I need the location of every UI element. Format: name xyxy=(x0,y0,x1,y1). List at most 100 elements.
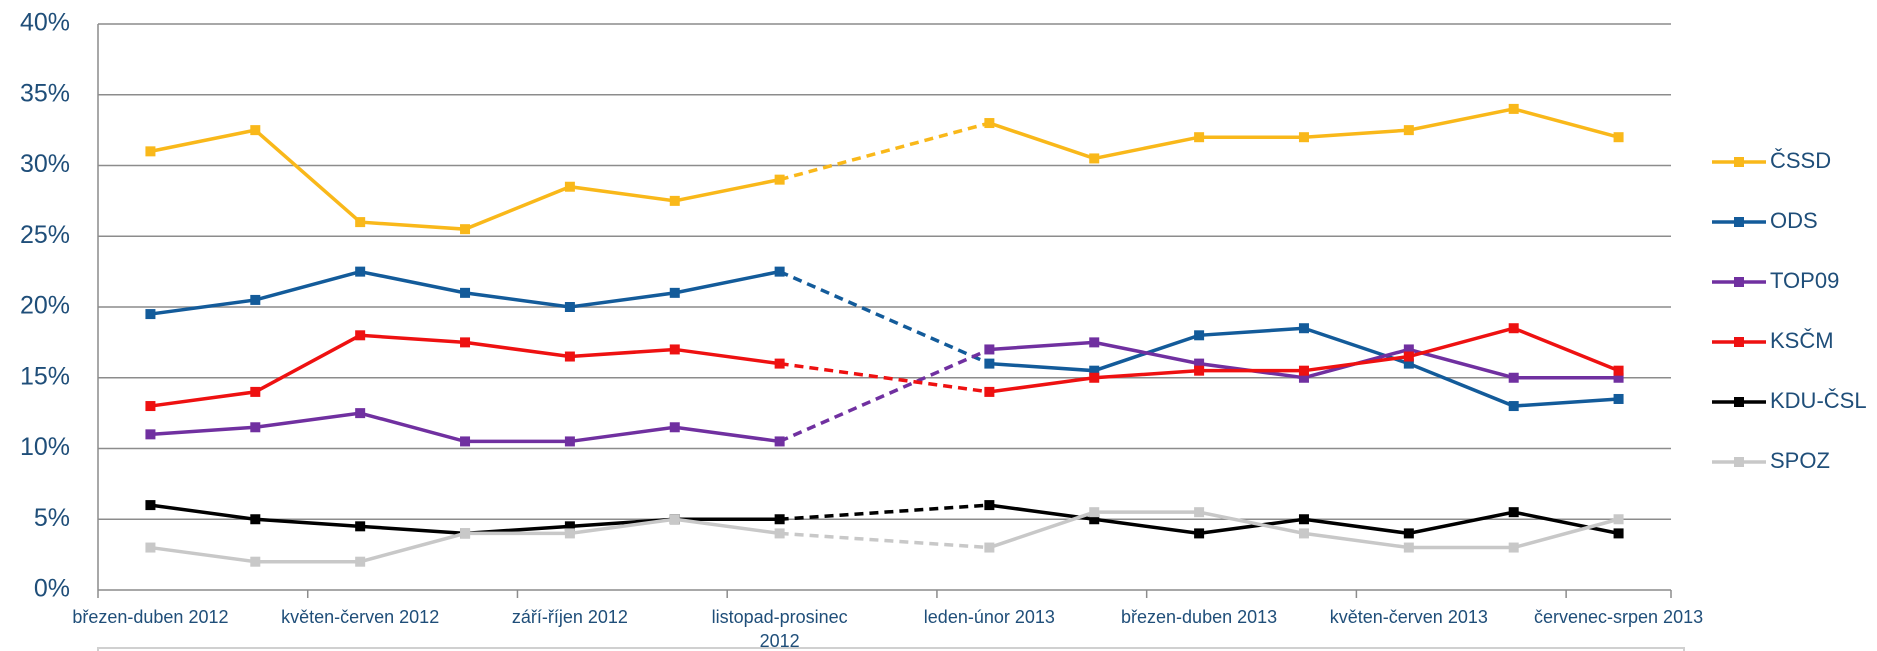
marker xyxy=(1194,330,1205,341)
marker xyxy=(984,358,995,369)
legend-marker xyxy=(1734,277,1744,287)
legend-label: KSČM xyxy=(1770,328,1834,353)
marker xyxy=(1089,153,1100,164)
x-tick-label: leden-únor 2013 xyxy=(924,607,1055,627)
marker xyxy=(355,330,366,341)
marker xyxy=(355,266,366,277)
marker xyxy=(1298,528,1309,539)
marker xyxy=(774,528,785,539)
legend-marker xyxy=(1734,457,1744,467)
gap-bridge xyxy=(779,503,990,521)
marker xyxy=(984,386,995,397)
marker xyxy=(984,542,995,553)
marker xyxy=(1298,372,1309,383)
marker xyxy=(1403,344,1414,355)
legend-label: TOP09 xyxy=(1770,268,1839,293)
marker xyxy=(564,528,575,539)
marker xyxy=(1508,507,1519,518)
gap-bridge xyxy=(778,270,991,366)
marker xyxy=(1508,542,1519,553)
marker xyxy=(1613,393,1624,404)
marker xyxy=(460,337,471,348)
y-tick-label: 0% xyxy=(34,575,70,603)
y-tick-label: 35% xyxy=(20,79,70,107)
legend-label: SPOZ xyxy=(1770,448,1830,473)
x-tick-label: červenec-srpen 2013 xyxy=(1534,607,1703,627)
marker xyxy=(1194,528,1205,539)
marker xyxy=(250,125,261,136)
marker xyxy=(1089,365,1100,376)
marker xyxy=(145,309,156,320)
marker xyxy=(1613,514,1624,525)
marker xyxy=(1508,323,1519,334)
marker xyxy=(1194,365,1205,376)
marker xyxy=(1613,528,1624,539)
marker xyxy=(984,344,995,355)
marker xyxy=(1403,351,1414,362)
marker xyxy=(1298,132,1309,143)
marker xyxy=(774,436,785,447)
series-line xyxy=(150,326,1620,408)
marker xyxy=(460,224,471,235)
marker xyxy=(355,408,366,419)
gap-bridge xyxy=(779,361,990,394)
y-tick-label: 25% xyxy=(20,221,70,249)
marker xyxy=(355,217,366,228)
marker xyxy=(774,514,785,525)
marker xyxy=(250,514,261,525)
marker xyxy=(564,351,575,362)
marker xyxy=(250,422,261,433)
x-tick-label: květen-červen 2013 xyxy=(1330,607,1488,627)
y-tick-label: 5% xyxy=(34,504,70,532)
x-tick-label: březen-duben 2013 xyxy=(1121,607,1277,627)
y-tick-label: 30% xyxy=(20,150,70,178)
series-line xyxy=(150,107,1620,231)
marker xyxy=(460,436,471,447)
marker xyxy=(1298,514,1309,525)
y-tick-label: 15% xyxy=(20,362,70,390)
marker xyxy=(1403,528,1414,539)
marker xyxy=(1298,323,1309,334)
legend-marker xyxy=(1734,157,1744,167)
marker xyxy=(1508,372,1519,383)
marker xyxy=(460,287,471,298)
marker xyxy=(1194,507,1205,518)
marker xyxy=(1194,358,1205,369)
marker xyxy=(250,556,261,567)
gap-bridge xyxy=(779,121,990,182)
y-tick-label: 10% xyxy=(20,433,70,461)
marker xyxy=(1613,372,1624,383)
marker xyxy=(774,174,785,185)
marker xyxy=(1298,365,1309,376)
marker xyxy=(145,146,156,157)
marker xyxy=(564,521,575,532)
marker xyxy=(1089,337,1100,348)
y-tick-label: 40% xyxy=(20,9,70,37)
marker xyxy=(1403,542,1414,553)
marker xyxy=(774,358,785,369)
legend-label: KDU-ČSL xyxy=(1770,388,1867,413)
marker xyxy=(460,528,471,539)
marker xyxy=(145,500,156,511)
legend-label: ODS xyxy=(1770,208,1818,233)
series-line xyxy=(150,269,1619,408)
marker xyxy=(984,118,995,129)
marker xyxy=(250,294,261,305)
marker xyxy=(1613,132,1624,143)
x-tick-label: březen-duben 2012 xyxy=(72,607,228,627)
marker xyxy=(1403,358,1414,369)
marker xyxy=(250,386,261,397)
marker xyxy=(564,302,575,312)
legend-marker xyxy=(1734,397,1744,407)
marker xyxy=(669,287,680,298)
gap-bridge xyxy=(779,531,990,550)
x-tick-label: květen-červen 2012 xyxy=(281,607,439,627)
frame xyxy=(97,647,1685,651)
legend-label: ČSSD xyxy=(1770,148,1831,173)
marker xyxy=(145,401,156,412)
y-tick-label: 20% xyxy=(20,292,70,320)
marker xyxy=(355,556,366,567)
marker xyxy=(355,521,366,532)
legend-marker xyxy=(1734,217,1744,227)
